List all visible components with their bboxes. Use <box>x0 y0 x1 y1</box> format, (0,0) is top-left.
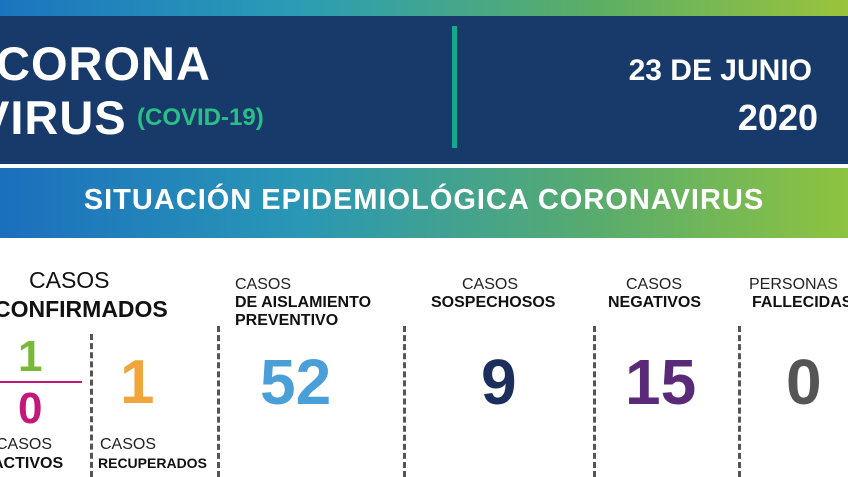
fraction-line <box>0 381 82 383</box>
suspected-label-line1: CASOS <box>462 276 519 293</box>
preventive-label-line1: CASOS <box>235 276 292 293</box>
preventive-value: 52 <box>260 346 332 418</box>
divider-dashed-2 <box>217 326 220 477</box>
header-date: 23 DE JUNIO <box>628 54 812 87</box>
divider-dashed-1 <box>90 334 93 477</box>
header-title-line1: CORONA <box>0 37 211 90</box>
deceased-label-line1: PERSONAS <box>749 276 838 293</box>
negative-value: 15 <box>625 346 697 418</box>
section-banner: SITUACIÓN EPIDEMIOLÓGICA CORONAVIRUS <box>0 168 848 238</box>
divider-dashed-3 <box>403 326 406 477</box>
header-divider <box>452 26 457 148</box>
header-panel: CORONA VIRUS (COVID-19) 23 DE JUNIO 2020 <box>0 16 848 164</box>
confirmed-label-line1: CASOS <box>29 267 110 293</box>
deceased-value: 0 <box>786 346 822 418</box>
negative-label-line2: NEGATIVOS <box>608 294 702 311</box>
recovered-label-line2: RECUPERADOS <box>98 455 207 471</box>
preventive-label-line2: DE AISLAMIENTO <box>235 294 372 311</box>
negative-label-line1: CASOS <box>626 276 683 293</box>
suspected-label-line2: SOSPECHOSOS <box>431 294 556 311</box>
confirmed-value: 1 <box>18 332 43 381</box>
active-label-line1: CASOS <box>0 436 53 453</box>
deceased-label-line2: FALLECIDAS <box>752 294 848 311</box>
recovered-label-line1: CASOS <box>100 436 157 453</box>
top-gradient-strip <box>0 0 848 16</box>
active-value: 0 <box>18 384 43 433</box>
divider-dashed-5 <box>738 326 741 477</box>
header-year: 2020 <box>737 97 818 138</box>
banner-title: SITUACIÓN EPIDEMIOLÓGICA CORONAVIRUS <box>83 184 765 216</box>
header-subtitle: (COVID-19) <box>137 104 264 131</box>
header-title-line2: VIRUS <box>0 91 127 144</box>
suspected-value: 9 <box>481 346 517 418</box>
active-label-line2: ACTIVOS <box>0 455 64 472</box>
header-separator <box>0 164 848 168</box>
confirmed-label-line2: CONFIRMADOS <box>0 296 168 322</box>
preventive-label-line3: PREVENTIVO <box>235 312 339 329</box>
divider-dashed-4 <box>593 326 596 477</box>
recovered-value: 1 <box>120 348 155 417</box>
